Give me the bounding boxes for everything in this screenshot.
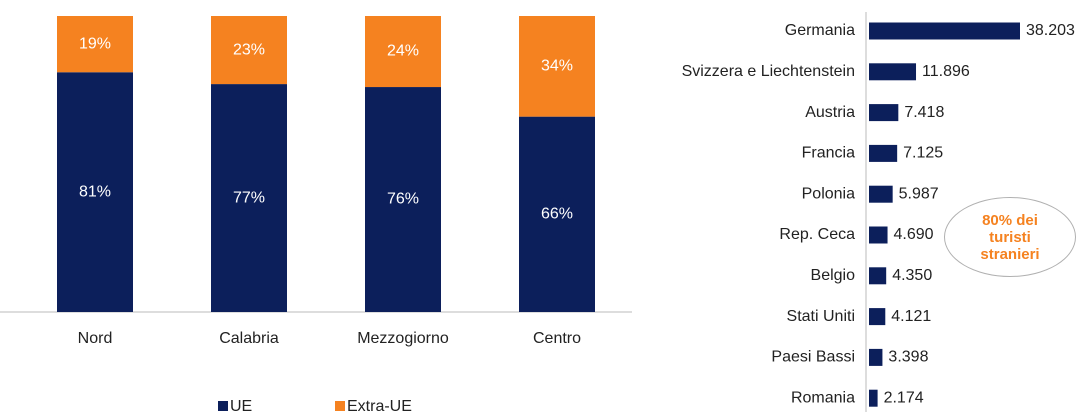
bar-segment [211,84,287,312]
y-tick-label: Austria [805,104,855,121]
bar-segment [57,72,133,313]
y-tick-label: Francia [802,145,855,162]
x-tick-label: Nord [78,330,113,347]
value-label: 24% [387,43,419,60]
value-label: 34% [541,58,573,75]
value-label: 7.418 [904,104,944,121]
legend-swatch [218,401,228,411]
bar-segment [519,16,595,117]
value-label: 5.987 [899,185,939,202]
value-label: 11.896 [922,63,970,80]
bar-segment [57,16,133,73]
x-tick-label: Mezzogiorno [357,330,449,347]
y-tick-label: Belgio [811,267,856,284]
legend-label: Extra-UE [347,398,412,414]
bar [869,389,878,407]
value-label: 3.398 [888,349,928,366]
bar-segment [365,87,441,312]
legend-swatch [335,401,345,411]
bar [869,348,883,366]
bar [869,63,917,81]
bar-segment [519,116,595,312]
y-tick-label: Rep. Ceca [779,226,855,243]
bar [869,144,898,162]
value-label: 4.121 [891,308,931,325]
bar [869,22,1020,40]
y-tick-label: Stati Uniti [787,308,855,325]
value-label: 2.174 [884,389,924,406]
bar-segment [211,16,287,85]
value-label: 66% [541,206,573,223]
value-label: 19% [79,35,111,52]
y-tick-label: Romania [791,389,855,406]
y-tick-label: Polonia [802,185,855,202]
x-tick-label: Centro [533,330,581,347]
value-label: 7.125 [903,145,943,162]
y-tick-label: Paesi Bassi [771,349,855,366]
value-label: 38.203 [1026,22,1075,39]
value-label: 4.690 [894,226,934,243]
bar [869,104,899,122]
value-label: 76% [387,191,419,208]
y-tick-label: Svizzera e Liechtenstein [682,63,855,80]
legend-label: UE [230,398,252,414]
value-label: 4.350 [892,267,932,284]
value-label: 81% [79,183,111,200]
bar [869,185,893,203]
bar-segment [365,16,441,88]
bar [869,308,886,326]
value-label: 23% [233,41,265,58]
value-label: 77% [233,189,265,206]
annotation: 80% dei turisti stranieri [944,197,1076,277]
bar [869,226,888,244]
y-tick-label: Germania [785,22,855,39]
x-tick-label: Calabria [219,330,279,347]
bar [869,267,887,285]
